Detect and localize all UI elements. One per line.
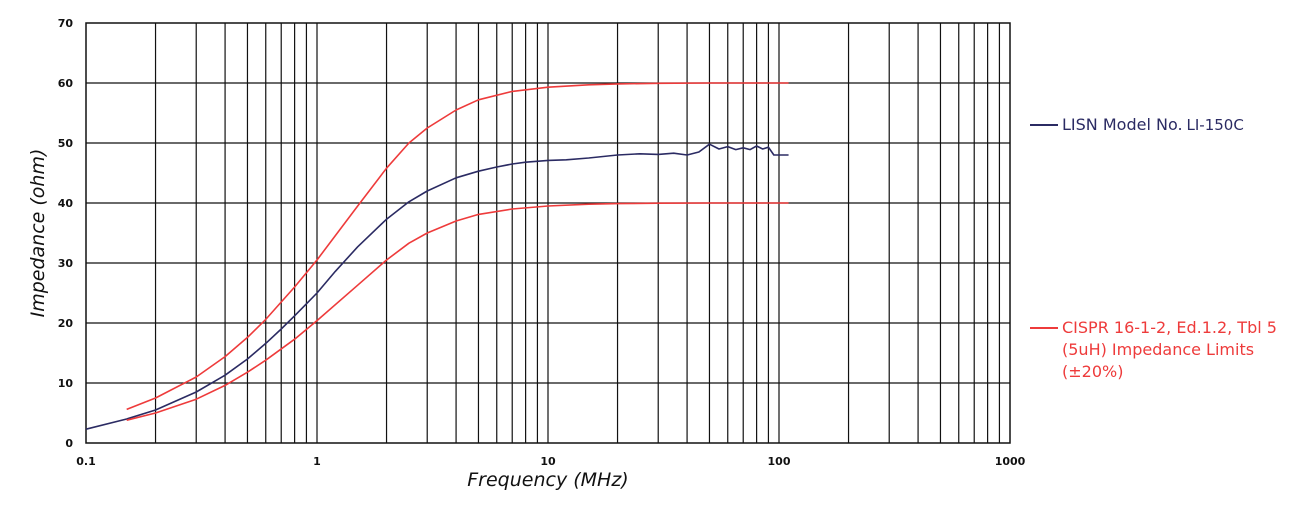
series-line-lisn xyxy=(85,143,789,430)
legend-model-number: LI-150C xyxy=(1186,116,1244,134)
y-tick-labels: 0 10 20 30 40 50 60 70 xyxy=(58,17,74,450)
x-tick-label: 1 xyxy=(313,455,321,468)
y-axis-title: Impedance (ohm) xyxy=(27,149,49,318)
grid xyxy=(86,23,1010,443)
y-tick-label: 50 xyxy=(58,137,74,150)
legend-swatch-cispr xyxy=(1030,327,1058,329)
x-tick-label: 1000 xyxy=(995,455,1026,468)
y-tick-label: 30 xyxy=(58,257,74,270)
legend-label-cispr-line3: (±20%) xyxy=(1062,362,1124,381)
legend-label-lisn: LISN Model No. xyxy=(1062,115,1183,134)
legend-label-cispr-line1: CISPR 16-1-2, Ed.1.2, Tbl 5 xyxy=(1062,318,1277,337)
series-line-cispr-upper xyxy=(126,82,789,411)
x-tick-label: 10 xyxy=(540,455,556,468)
legend-swatch-lisn xyxy=(1030,124,1058,126)
y-tick-label: 60 xyxy=(58,77,74,90)
x-tick-labels: 0.1 1 10 100 1000 xyxy=(76,455,1025,468)
y-tick-label: 10 xyxy=(58,377,74,390)
series-line-cispr-lower xyxy=(126,202,789,421)
series-layer xyxy=(85,82,789,430)
legend-label-cispr-line2: (5uH) Impedance Limits xyxy=(1062,340,1255,359)
y-tick-label: 20 xyxy=(58,317,74,330)
y-tick-label: 40 xyxy=(58,197,74,210)
x-tick-label: 100 xyxy=(768,455,791,468)
plot-area-frame xyxy=(85,22,1011,444)
x-axis-title: Frequency (MHz) xyxy=(467,469,628,491)
x-tick-label: 0.1 xyxy=(76,455,96,468)
y-tick-label: 0 xyxy=(65,437,73,450)
y-tick-label: 70 xyxy=(58,17,74,30)
